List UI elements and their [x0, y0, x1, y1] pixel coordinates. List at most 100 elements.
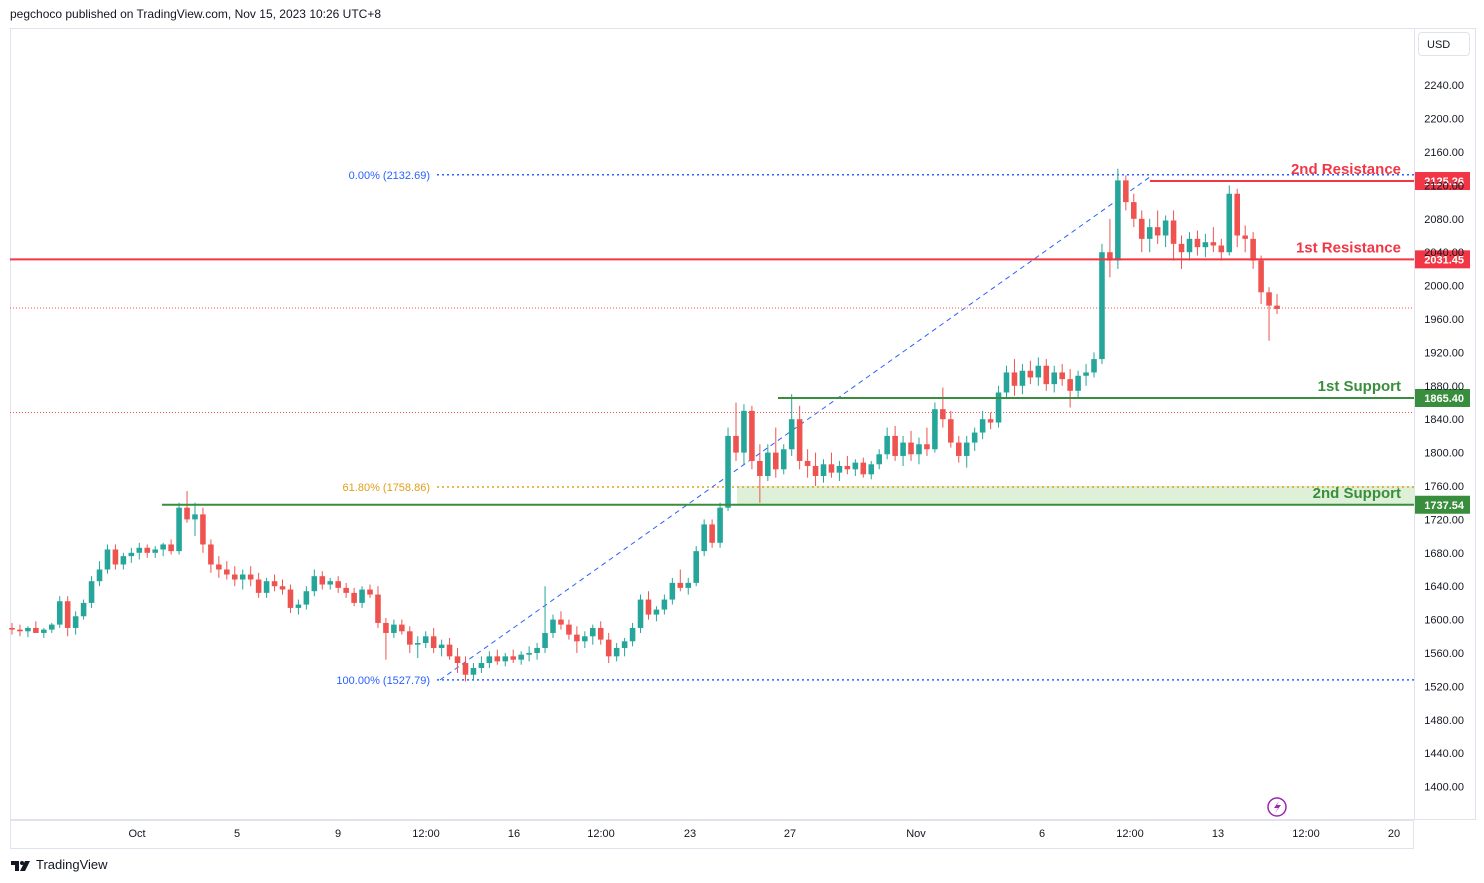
- candle: [1027, 360, 1034, 385]
- candle-body: [1186, 238, 1193, 253]
- price-tick-label: 1880.00: [1424, 381, 1464, 393]
- candle: [876, 449, 882, 470]
- level-name: 1st Resistance: [1296, 239, 1401, 256]
- candle: [844, 455, 851, 475]
- candle-body: [1170, 220, 1177, 244]
- price-tick-label: 1400.00: [1424, 782, 1464, 794]
- candle-body: [279, 586, 286, 590]
- level-price-label: 1865.40: [1424, 393, 1464, 405]
- candle: [1003, 365, 1010, 400]
- candle: [152, 546, 158, 558]
- alert-icon[interactable]: [1267, 797, 1287, 817]
- candle: [311, 569, 318, 597]
- candle-body: [311, 576, 318, 592]
- candle-body: [780, 449, 787, 470]
- candle: [9, 622, 15, 635]
- candle-body: [383, 622, 389, 633]
- candle-body: [860, 462, 867, 475]
- candle: [1131, 193, 1137, 228]
- fib-level-label: 61.80% (1758.86): [343, 482, 430, 494]
- candle: [892, 425, 898, 461]
- candle-body: [112, 549, 119, 565]
- candle: [725, 427, 731, 512]
- price-tick-label: 2200.00: [1424, 114, 1464, 126]
- candle-body: [582, 636, 588, 642]
- candle-body: [685, 582, 692, 588]
- candle-body: [558, 619, 564, 625]
- candle: [685, 577, 692, 595]
- level-price-label: 2125.26: [1424, 176, 1464, 188]
- candle-body: [876, 454, 882, 465]
- candle: [208, 539, 214, 573]
- candle: [1258, 255, 1264, 304]
- candle-body: [56, 601, 63, 625]
- candle-body: [1178, 243, 1185, 253]
- candle-body: [224, 569, 230, 575]
- candle: [868, 460, 875, 480]
- level-price-tag: [1415, 172, 1470, 191]
- candle-body: [526, 653, 532, 655]
- candle-body: [470, 668, 477, 675]
- candle-body: [351, 592, 357, 603]
- time-axis[interactable]: [10, 820, 1414, 849]
- candle: [757, 444, 763, 503]
- candle: [112, 544, 119, 570]
- candle-body: [486, 656, 493, 664]
- candle-body: [749, 410, 755, 461]
- price-axis[interactable]: [1414, 28, 1476, 820]
- candle: [1202, 233, 1209, 258]
- candle: [407, 626, 413, 653]
- candle-body: [96, 569, 103, 582]
- candle: [709, 519, 715, 548]
- candle-body: [669, 582, 676, 600]
- candle-body: [1043, 365, 1050, 385]
- tradingview-logo[interactable]: TradingView: [10, 857, 108, 872]
- fib-trend-line: [439, 174, 1154, 681]
- candle-body: [788, 419, 795, 450]
- candle-body: [542, 632, 548, 648]
- time-tick-label: 12:00: [412, 828, 440, 840]
- candle: [263, 577, 270, 598]
- level-name: 1st Support: [1318, 378, 1401, 395]
- candle-body: [1107, 252, 1113, 261]
- candle-body: [765, 452, 771, 476]
- tradingview-logo-icon: [11, 860, 30, 871]
- candle-body: [1194, 238, 1201, 248]
- candle-body: [319, 576, 326, 585]
- candle-body: [359, 589, 365, 603]
- candle: [1194, 230, 1201, 256]
- candle-body: [550, 619, 556, 633]
- currency-selector[interactable]: USD: [1418, 32, 1470, 56]
- price-tick-label: 2000.00: [1424, 281, 1464, 293]
- candle: [653, 606, 660, 622]
- price-tick-label: 1640.00: [1424, 581, 1464, 593]
- candle: [1083, 364, 1089, 386]
- candle-body: [120, 556, 127, 565]
- price-tick-label: 1960.00: [1424, 314, 1464, 326]
- chart-pane[interactable]: [10, 28, 1414, 820]
- price-tick-label: 1760.00: [1424, 481, 1464, 493]
- candle-body: [144, 547, 151, 553]
- candle-body: [407, 631, 413, 645]
- tradingview-brand: TradingView: [36, 857, 108, 872]
- candle: [343, 582, 349, 598]
- candle: [597, 621, 604, 645]
- candle-body: [979, 419, 986, 433]
- candle: [1146, 218, 1153, 253]
- candle: [733, 402, 739, 461]
- candle-body: [971, 432, 978, 443]
- candle-body: [1162, 220, 1169, 236]
- candle: [367, 584, 373, 598]
- time-tick-label: 9: [335, 828, 341, 840]
- candle: [979, 410, 986, 440]
- candle: [1075, 370, 1081, 398]
- price-tick-label: 2040.00: [1424, 247, 1464, 259]
- candle-body: [1003, 372, 1010, 393]
- candle-body: [661, 599, 668, 610]
- candle: [605, 632, 612, 664]
- candle: [558, 611, 564, 630]
- candle-body: [566, 624, 572, 635]
- candle-body: [693, 551, 699, 583]
- candle-body: [892, 435, 898, 456]
- candle-body: [963, 442, 970, 456]
